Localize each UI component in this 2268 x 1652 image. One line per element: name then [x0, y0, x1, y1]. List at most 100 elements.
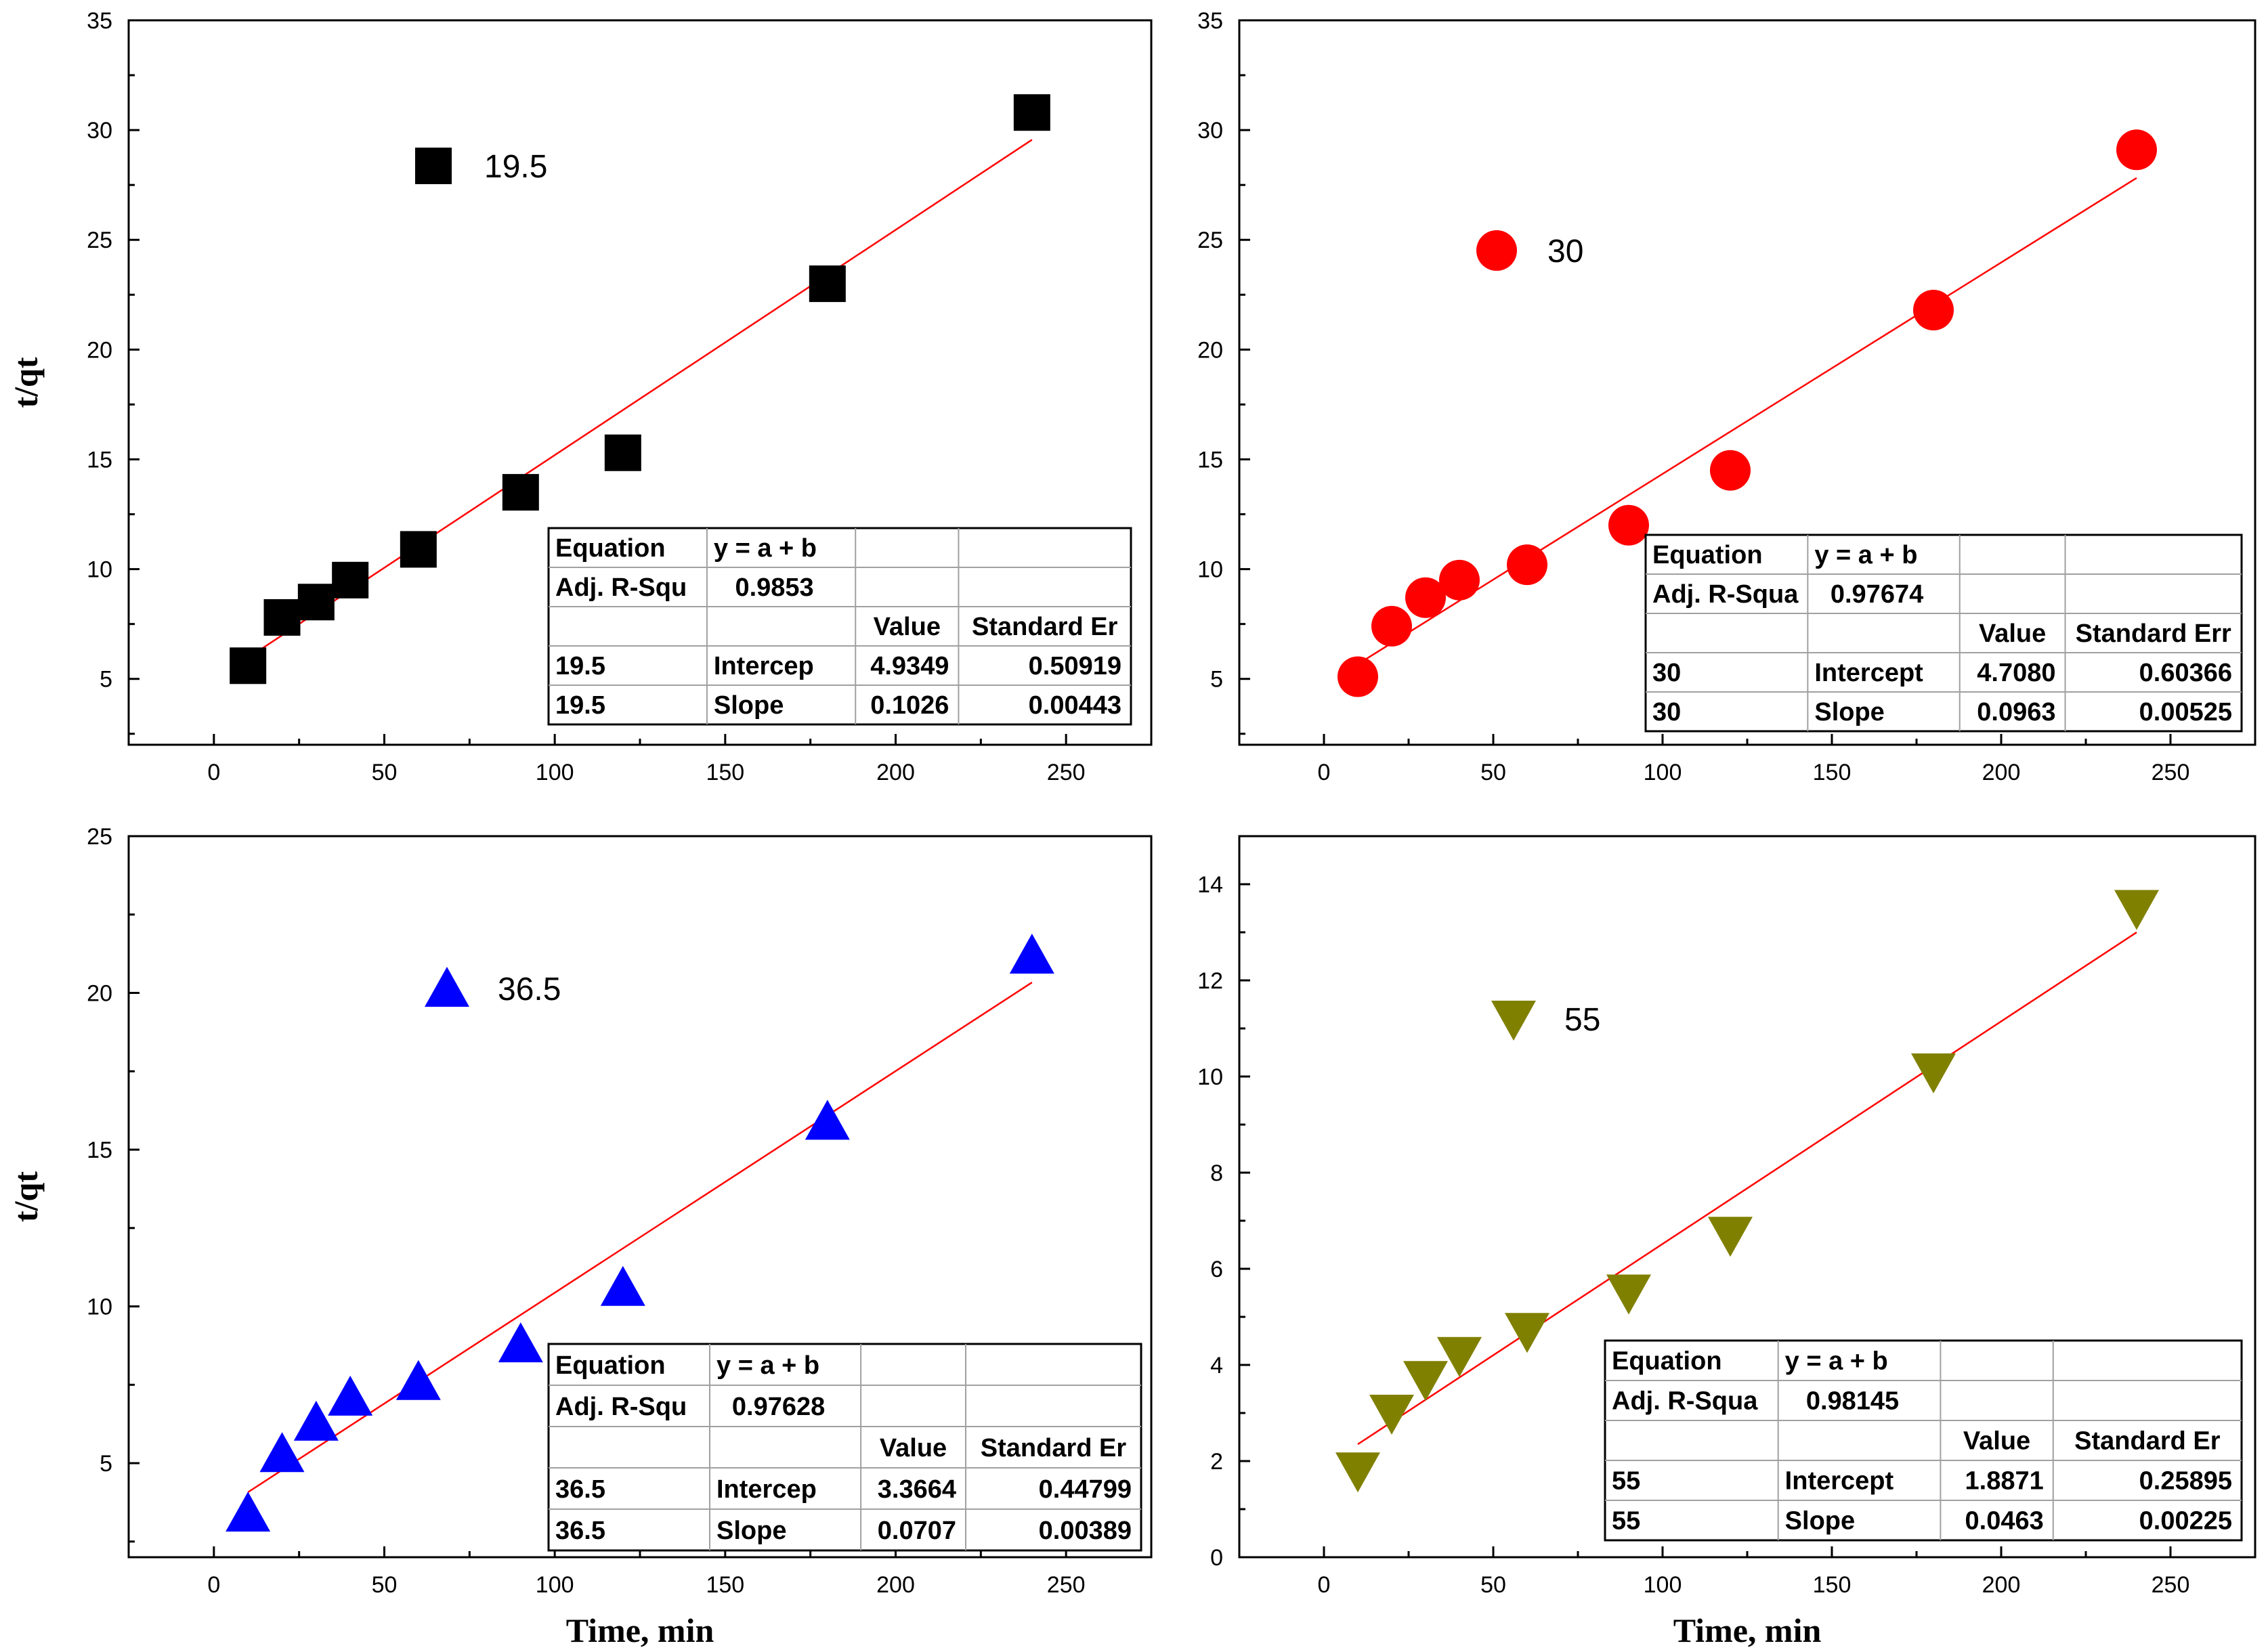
x-tick-label: 100	[536, 760, 574, 785]
y-tick-label: 10	[1197, 1064, 1223, 1090]
fit-table-cell: Slope	[1785, 1506, 1855, 1535]
fit-table-cell: 55	[1612, 1466, 1640, 1495]
x-tick-label: 200	[1982, 1572, 2021, 1598]
x-tick-label: 0	[207, 760, 220, 785]
fit-table-cell: 0.98145	[1806, 1387, 1899, 1415]
fit-table-border	[1604, 1339, 2243, 1542]
y-tick-label: 35	[1197, 8, 1223, 34]
legend-marker	[1476, 230, 1517, 271]
legend-marker	[1491, 1001, 1536, 1041]
y-tick-label: 25	[1197, 227, 1223, 253]
y-tick-label: 30	[1197, 118, 1223, 144]
fit-table-cell: Value	[874, 613, 941, 641]
fit-table-cell: Value	[1979, 620, 2046, 648]
y-tick-label: 5	[100, 1451, 112, 1477]
y-tick-label: 4	[1210, 1353, 1223, 1378]
fit-table-cell: y = a + b	[714, 534, 817, 563]
fit-line	[247, 139, 1033, 659]
panel-3: 0 50 100 150 200 250 5 10 15 20 25 t/qt Time, min 36.…	[7, 824, 1153, 1649]
fit-table-cell: Slope	[1814, 698, 1884, 726]
fit-table: Equation y = a + b Adj. R-Squa 0.97674 Value…	[1644, 534, 2243, 733]
fit-table: Equation y = a + b Adj. R-Squ 0.97628 Value S…	[547, 1343, 1142, 1552]
data-point	[502, 474, 539, 511]
data-point	[2116, 129, 2157, 171]
fit-table-cell: Standard Er	[2074, 1427, 2221, 1455]
legend-label: 30	[1547, 234, 1583, 269]
y-tick-label: 15	[87, 1137, 112, 1163]
fit-table-cell: Adj. R-Squ	[555, 1393, 687, 1421]
x-tick-label: 100	[1644, 760, 1682, 785]
y-tick-label: 20	[87, 981, 112, 1007]
x-tick-label: 50	[1480, 760, 1506, 785]
data-point	[263, 599, 301, 636]
fit-table-cell: y = a + b	[716, 1351, 819, 1380]
fit-table-cell: Equation	[1612, 1347, 1722, 1375]
fit-table-cell: 36.5	[555, 1475, 605, 1504]
fit-table-cell: Equation	[555, 1351, 666, 1380]
fit-table-cell: y = a + b	[1814, 541, 1917, 569]
fit-table-cell: 0.50919	[1029, 652, 1121, 680]
y-tick-label: 20	[1197, 337, 1223, 363]
x-tick-label: 0	[1318, 760, 1331, 785]
fit-table-cell: 0.1026	[870, 691, 949, 720]
y-tick-label: 35	[87, 8, 112, 34]
fit-table-cell: 0.97674	[1831, 580, 1923, 609]
fit-table-cell: 30	[1652, 659, 1681, 687]
fit-table-cell: Intercept	[1785, 1466, 1894, 1495]
fit-table-cell: 19.5	[555, 691, 605, 720]
x-tick-label: 100	[536, 1572, 574, 1598]
data-point	[259, 1432, 305, 1473]
fit-table-cell: 0.00225	[2139, 1506, 2232, 1535]
legend-marker	[425, 967, 469, 1007]
y-tick-label: 10	[87, 557, 112, 583]
fit-table: Equation y = a + b Adj. R-Squ 0.9853 Value St…	[547, 527, 1132, 726]
fit-table-border	[1644, 534, 2243, 733]
y-tick-label: 10	[1197, 557, 1223, 583]
y-tick-label: 2	[1210, 1449, 1223, 1475]
fit-table-cell: 36.5	[555, 1517, 605, 1545]
data-point	[400, 531, 437, 568]
data-point	[604, 434, 641, 471]
data-point	[1437, 1336, 1482, 1377]
fit-table-cell: 0.0707	[878, 1517, 956, 1545]
x-tick-label: 250	[1047, 1572, 1086, 1598]
data-point	[328, 1375, 373, 1416]
data-point	[332, 561, 369, 599]
fit-table-cell: Slope	[716, 1517, 786, 1545]
data-point	[1913, 290, 1954, 330]
fit-table-cell: 0.00443	[1029, 691, 1121, 720]
y-tick-label: 5	[100, 667, 112, 693]
fit-table-cell: Standard Er	[981, 1434, 1127, 1462]
y-axis-title: t/qt	[7, 1171, 45, 1222]
fit-table-cell: y = a + b	[1785, 1347, 1888, 1375]
fit-table-cell: 0.44799	[1039, 1475, 1132, 1504]
data-point	[809, 265, 846, 303]
x-axis-title: Time, min	[566, 1611, 714, 1649]
fit-table-cell: Adj. R-Squa	[1652, 580, 1799, 609]
data-point	[1403, 1361, 1448, 1401]
fit-table-border	[547, 1343, 1142, 1552]
x-tick-label: 200	[876, 760, 915, 785]
y-tick-label: 30	[87, 118, 112, 144]
x-axis-title: Time, min	[1673, 1611, 1822, 1649]
data-point	[1009, 933, 1054, 974]
x-tick-label: 150	[706, 1572, 744, 1598]
fit-table-cell: Intercept	[1814, 659, 1923, 687]
panel-2: 0 50 100 150 200 250 5 10 15 20 25 30 35 30 Equation y …	[1197, 8, 2256, 785]
y-tick-label: 25	[87, 824, 112, 850]
fit-table-cell: 3.3664	[878, 1475, 956, 1504]
y-tick-label: 25	[87, 227, 112, 253]
fit-table: Equation y = a + b Adj. R-Squa 0.98145 Value…	[1604, 1339, 2243, 1542]
y-tick-label: 20	[87, 337, 112, 363]
fit-table-cell: 19.5	[555, 652, 605, 680]
data-point	[1507, 544, 1547, 586]
y-tick-label: 5	[1210, 667, 1223, 693]
fit-table-cell: Adj. R-Squa	[1612, 1387, 1758, 1415]
data-point	[1505, 1313, 1549, 1353]
fit-table-cell: 4.7080	[1977, 659, 2055, 687]
legend-marker	[415, 148, 452, 184]
fit-table-cell: 1.8871	[1965, 1466, 2044, 1495]
fit-table-cell: 0.0963	[1977, 698, 2055, 726]
x-tick-label: 0	[207, 1572, 220, 1598]
